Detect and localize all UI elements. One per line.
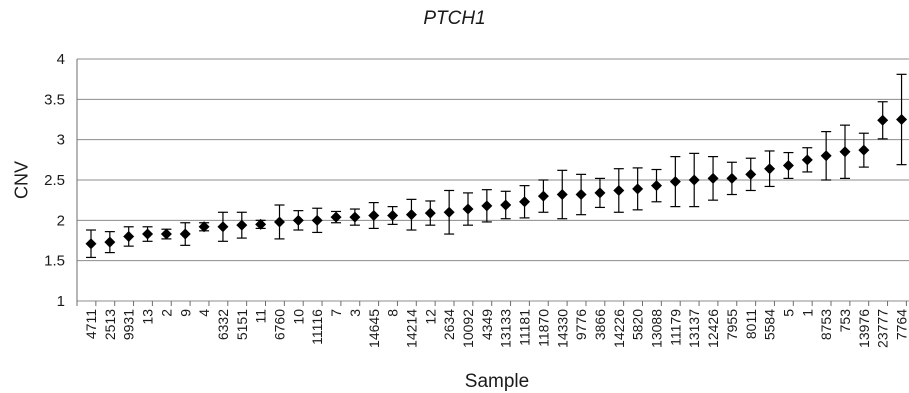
data-point — [688, 174, 700, 186]
x-tick-label: 6760 — [272, 309, 288, 340]
x-tick-label: 3 — [347, 309, 363, 317]
data-point — [651, 180, 662, 192]
x-tick-label: 3866 — [592, 309, 608, 340]
data-point — [669, 176, 681, 188]
x-tick-label: 5820 — [630, 309, 646, 340]
x-tick-label: 2513 — [102, 309, 118, 340]
data-point — [839, 146, 851, 158]
x-tick-label: 14226 — [611, 309, 627, 348]
x-tick-label: 10092 — [460, 309, 476, 348]
data-point — [896, 114, 908, 125]
x-tick-label: 7955 — [724, 309, 740, 340]
x-tick-label: 7 — [328, 309, 344, 317]
x-tick-label: 13976 — [856, 309, 872, 348]
y-tick-label: 3 — [57, 132, 65, 149]
x-tick-label: 4349 — [479, 309, 495, 340]
x-tick-label: 8753 — [818, 309, 834, 340]
x-tick-label: 11870 — [535, 309, 551, 347]
data-point — [236, 219, 248, 231]
data-point — [368, 209, 380, 221]
data-point — [311, 214, 323, 226]
x-tick-label: 11 — [253, 309, 269, 324]
x-tick-label: 753 — [837, 309, 853, 333]
data-point — [179, 228, 191, 240]
data-point — [632, 183, 644, 195]
x-tick-label: 2 — [158, 309, 174, 317]
data-point — [85, 238, 97, 250]
data-point — [764, 163, 776, 175]
x-tick-label: 11181 — [517, 309, 533, 346]
y-tick-label: 3.5 — [44, 91, 65, 108]
x-tick-label: 13137 — [686, 309, 702, 348]
data-point — [820, 150, 832, 162]
data-point — [123, 230, 135, 242]
x-tick-label: 14330 — [554, 309, 570, 348]
x-tick-label: 14214 — [403, 309, 419, 348]
data-point — [387, 209, 399, 221]
y-tick-label: 4 — [57, 51, 65, 68]
data-point — [481, 200, 493, 212]
data-point — [405, 209, 417, 221]
data-point — [726, 172, 738, 184]
data-point — [613, 184, 625, 196]
x-tick-label: 13088 — [649, 309, 665, 348]
data-point — [745, 168, 757, 180]
x-tick-label: 8011 — [743, 309, 759, 339]
data-point — [462, 203, 474, 215]
data-point — [575, 189, 587, 201]
y-tick-label: 2.5 — [44, 172, 65, 189]
x-tick-label: 7764 — [894, 309, 909, 340]
x-tick-label: 13 — [140, 309, 156, 325]
data-point — [443, 206, 455, 218]
data-point — [274, 216, 285, 228]
x-tick-label: 4 — [196, 309, 212, 317]
data-point — [519, 196, 531, 208]
data-point — [160, 228, 172, 240]
data-point — [500, 199, 512, 211]
data-point — [707, 172, 719, 184]
x-tick-label: 6332 — [215, 309, 231, 340]
x-tick-label: 8 — [385, 309, 401, 317]
data-point — [255, 218, 267, 230]
x-tick-label: 5 — [780, 309, 796, 317]
data-point — [801, 154, 813, 166]
data-point — [858, 144, 870, 156]
data-point — [556, 189, 568, 201]
x-tick-label: 13133 — [498, 309, 514, 348]
x-tick-label: 23777 — [875, 309, 891, 348]
x-axis-label: Sample — [464, 371, 530, 392]
y-tick-label: 1.5 — [44, 253, 65, 270]
chart-title: PTCH1 — [423, 8, 486, 29]
x-tick-label: 5151 — [234, 309, 250, 340]
x-tick-label: 12 — [422, 309, 438, 325]
data-point — [537, 190, 549, 202]
data-point — [330, 211, 342, 223]
x-tick-label: 9 — [177, 309, 193, 317]
y-tick-label: 1 — [57, 293, 65, 310]
data-point — [594, 187, 606, 199]
data-point — [877, 114, 889, 126]
data-point — [198, 221, 210, 233]
x-tick-label: 9776 — [573, 309, 589, 340]
x-tick-label: 10 — [290, 309, 306, 325]
x-tick-label: 4711 — [83, 309, 99, 339]
data-point — [349, 211, 361, 223]
x-tick-label: 5584 — [762, 309, 778, 340]
x-tick-label: 11179 — [667, 309, 683, 346]
x-tick-label: 2634 — [441, 309, 457, 340]
data-point — [104, 236, 116, 248]
x-tick-label: 9931 — [121, 309, 137, 340]
y-tick-label: 2 — [57, 212, 65, 229]
data-point — [142, 228, 154, 240]
x-tick-label: 1 — [799, 309, 815, 317]
data-point — [424, 207, 436, 219]
data-point — [292, 214, 304, 226]
x-tick-label: 14645 — [366, 309, 382, 348]
data-point — [217, 221, 229, 233]
x-tick-label: 12426 — [705, 309, 721, 348]
x-tick-label: 11116 — [309, 309, 325, 345]
data-point — [782, 159, 794, 171]
